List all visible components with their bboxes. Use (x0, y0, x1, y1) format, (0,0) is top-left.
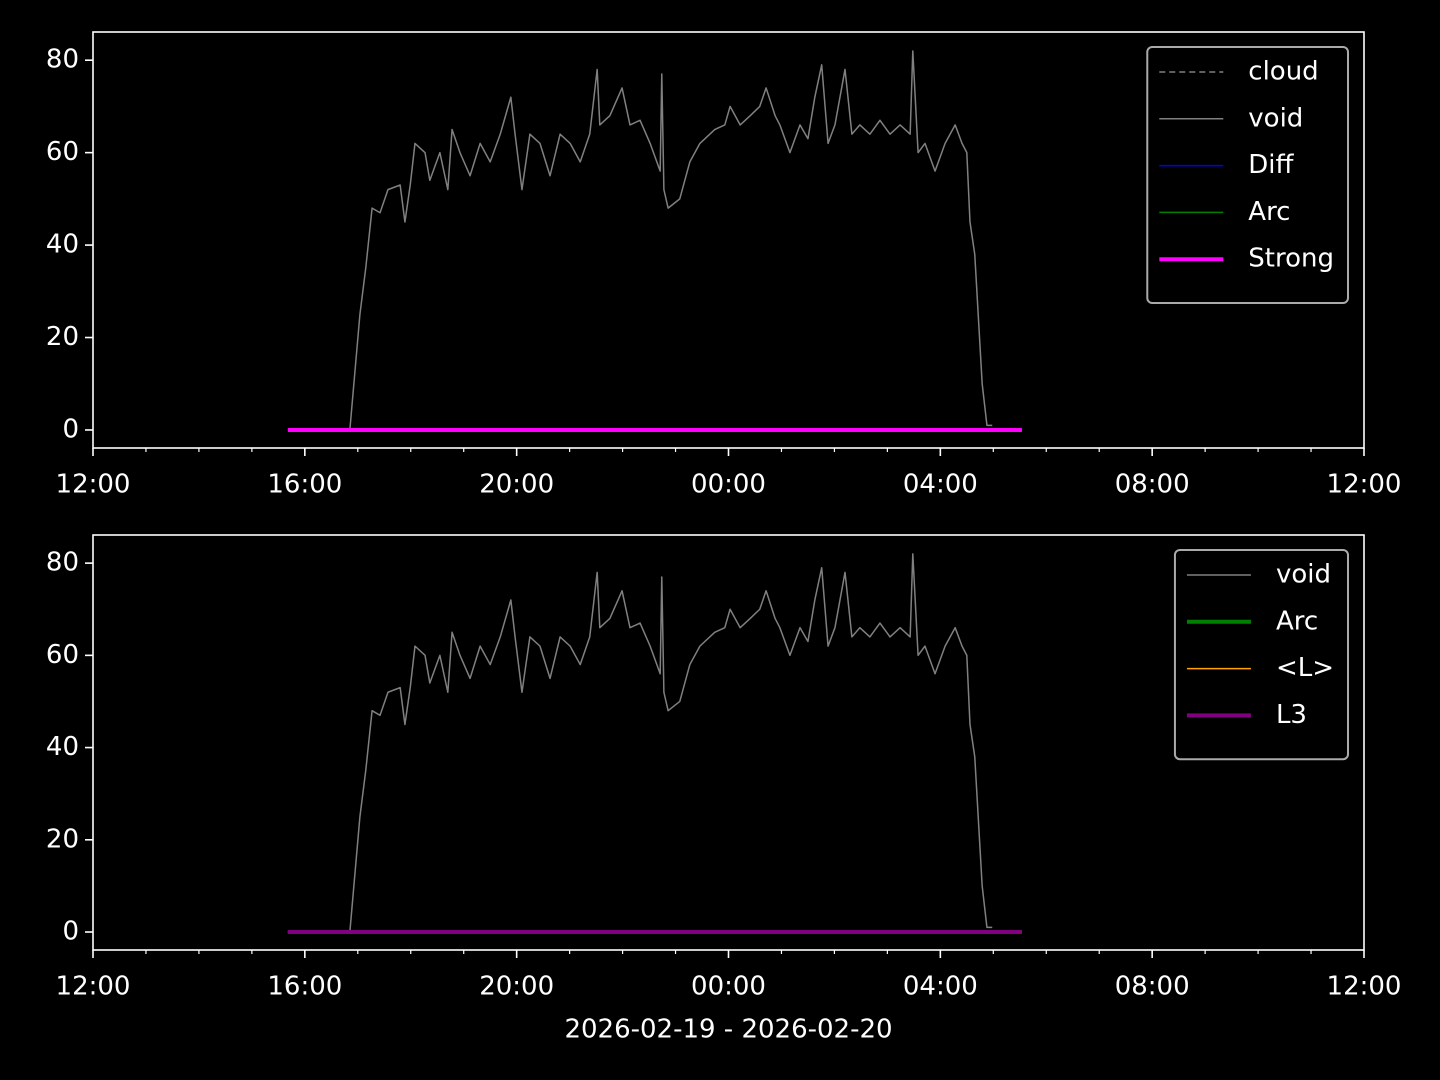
axes: 0 20 40 60 80 12:00 16:00 20:00 00:00 04:00 08:00 1… (46, 534, 1402, 1045)
legend-label: void (1248, 103, 1303, 133)
legend-frame (1173, 549, 1349, 761)
legend: void Arc <L> L3 (1173, 549, 1349, 761)
x-tick-label: 08:00 (1115, 470, 1190, 500)
x-tick-label: 12:00 (1327, 470, 1402, 500)
y-tick-label: 60 (46, 137, 79, 167)
y-tick-label: 0 (62, 917, 79, 947)
y-tick-label: 80 (46, 45, 79, 75)
legend-label: cloud (1248, 57, 1318, 87)
y-tick-label: 20 (46, 824, 79, 854)
legend-label: Strong (1248, 244, 1334, 274)
x-tick-label: 16:00 (267, 972, 342, 1002)
y-tick-label: 0 (62, 414, 79, 444)
y-tick-label: 40 (46, 732, 79, 762)
legend-label: <L> (1276, 653, 1334, 683)
legend-frame (1146, 46, 1349, 304)
x-tick-label: 08:00 (1115, 972, 1190, 1002)
axes: 0 20 40 60 80 12:00 16:00 20:00 00:00 04:00 08:00 1… (46, 31, 1402, 500)
x-tick-label: 04:00 (903, 972, 978, 1002)
legend-label: Arc (1248, 197, 1290, 227)
legend-label: L3 (1276, 700, 1307, 730)
legend-label: Arc (1276, 606, 1318, 636)
series-line (349, 50, 993, 431)
x-tick-label: 20:00 (479, 470, 554, 500)
y-tick-label: 40 (46, 230, 79, 260)
x-tick-label: 00:00 (691, 972, 766, 1002)
y-tick-label: 20 (46, 322, 79, 352)
x-tick-label: 16:00 (267, 470, 342, 500)
legend-label: Diff (1248, 150, 1294, 180)
x-tick-label: 12:00 (56, 470, 131, 500)
axes-frame (92, 534, 1365, 951)
y-tick-label: 60 (46, 640, 79, 670)
legend-label: void (1276, 560, 1331, 590)
x-tick-label: 04:00 (903, 470, 978, 500)
y-tick-label: 80 (46, 548, 79, 578)
x-axis-label: 2026-02-19 - 2026-02-20 (564, 1015, 892, 1045)
x-tick-label: 12:00 (56, 972, 131, 1002)
x-tick-label: 12:00 (1327, 972, 1402, 1002)
legend: cloud void Diff Arc Strong (1146, 46, 1349, 304)
x-tick-label: 00:00 (691, 470, 766, 500)
x-tick-label: 20:00 (479, 972, 554, 1002)
series-line (349, 553, 993, 933)
